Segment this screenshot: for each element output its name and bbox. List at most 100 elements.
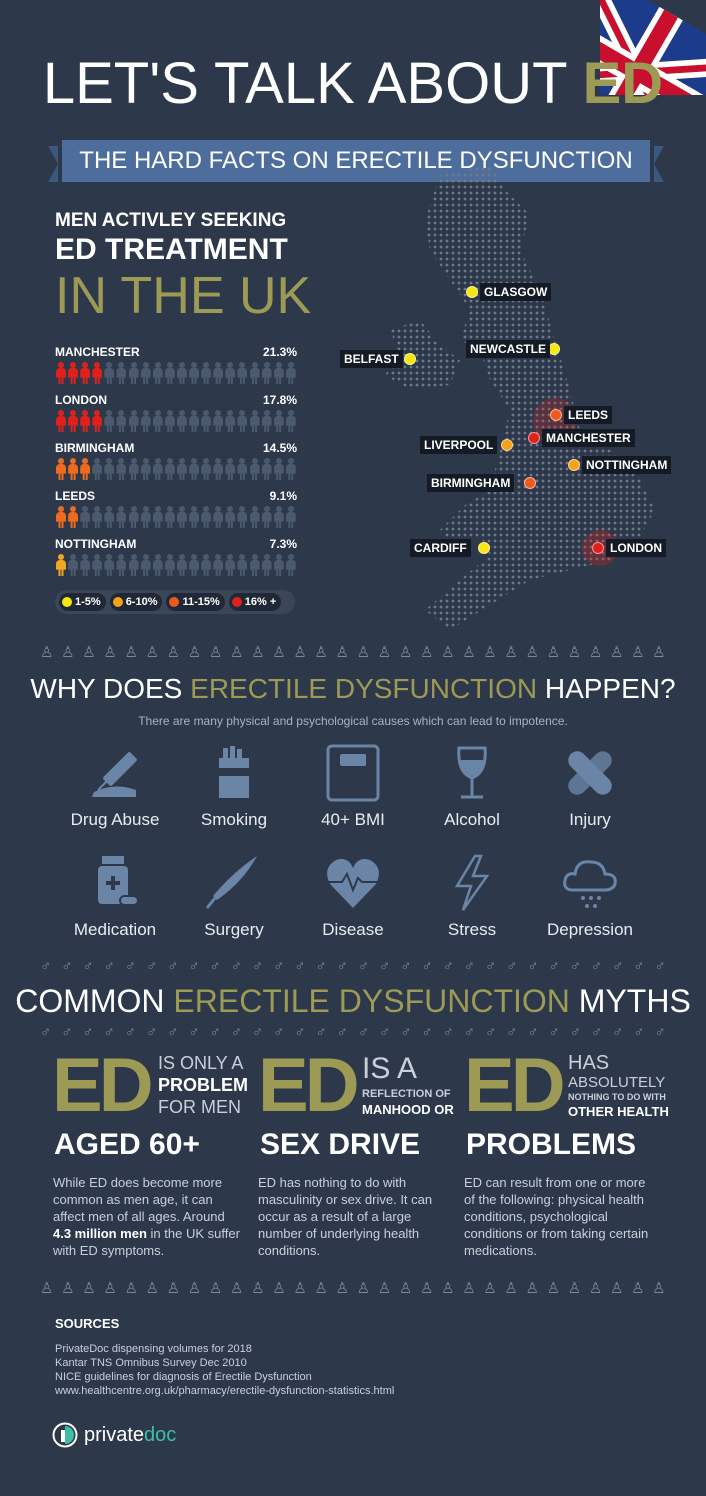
pictogram xyxy=(55,554,297,576)
person-icon xyxy=(152,506,164,528)
pattern-glyph: ♂ xyxy=(209,1024,221,1041)
pattern-glyph: ♂ xyxy=(421,958,433,975)
pattern-glyph: ♙ xyxy=(145,1280,159,1297)
bandage-icon xyxy=(568,751,612,795)
uk-heading-line2: ED TREATMENT xyxy=(55,233,288,266)
person-icon xyxy=(200,362,212,384)
source-item: Kantar TNS Omnibus Survey Dec 2010 xyxy=(55,1357,247,1369)
pattern-glyph: ♙ xyxy=(124,1280,138,1297)
myth-headline: AGED 60+ xyxy=(54,1128,200,1161)
pattern-glyph: ♂ xyxy=(82,958,94,975)
pattern-glyph: ♂ xyxy=(145,1024,158,1041)
pattern-glyph: ♂ xyxy=(527,1024,539,1041)
pattern-glyph: ♂ xyxy=(40,1024,52,1041)
subtitle-banner: THE HARD FACTS ON ERECTILE DYSFUNCTION xyxy=(48,140,664,182)
map-marker-glasgow xyxy=(466,286,478,298)
person-icon xyxy=(91,362,103,384)
city-percent: 21.3% xyxy=(262,345,297,359)
cause-label: Surgery xyxy=(204,920,264,939)
myth-text: REFLECTION OF xyxy=(362,1088,451,1100)
pattern-glyph: ♂ xyxy=(357,958,370,975)
legend-swatch xyxy=(62,597,72,607)
pattern-glyph: ♙ xyxy=(546,644,561,661)
map-marker-liverpool xyxy=(501,439,513,451)
pattern-glyph: ♂ xyxy=(548,958,560,975)
pattern-glyph: ♙ xyxy=(609,644,624,661)
pattern-glyph: ♙ xyxy=(251,1280,265,1297)
myth-headline: PROBLEMS xyxy=(466,1128,637,1161)
person-icon xyxy=(91,458,103,480)
person-icon xyxy=(79,458,91,480)
map-marker-belfast xyxy=(404,353,416,365)
legend-item: 11-15% xyxy=(166,593,225,611)
source-link[interactable]: www.healthcentre.org.uk/pharmacy/erectil… xyxy=(55,1385,395,1397)
pattern-glyph: ♂ xyxy=(569,958,581,975)
person-icon xyxy=(188,410,200,432)
person-icon xyxy=(115,362,127,384)
person-icon xyxy=(67,506,79,528)
person-icon xyxy=(128,362,140,384)
cause-stress: Stress xyxy=(422,852,522,940)
why-heading: WHY DOES ERECTILE DYSFUNCTION HAPPEN? xyxy=(30,673,676,704)
pattern-glyph: ♂ xyxy=(633,1024,645,1041)
person-icon xyxy=(200,458,212,480)
city-row: NOTTINGHAM 7.3% xyxy=(55,537,297,579)
person-icon xyxy=(285,458,297,480)
pattern-glyph: ♂ xyxy=(40,958,52,975)
person-icon xyxy=(176,506,188,528)
pattern-glyph: ♙ xyxy=(187,1280,202,1297)
pattern-glyph: ♙ xyxy=(419,1280,434,1297)
pattern-glyph: ♙ xyxy=(588,1280,603,1297)
person-icon xyxy=(115,506,127,528)
pattern-glyph: ♂ xyxy=(124,1024,136,1041)
pattern-glyph: ♂ xyxy=(484,958,497,975)
myth-3: ED HAS ABSOLUTELY NOTHING TO DO WITH OTH… xyxy=(464,1043,684,1165)
pictogram xyxy=(55,362,297,384)
map-label: NEWCASTLE xyxy=(466,340,550,358)
myth-text: IS ONLY A xyxy=(158,1053,244,1073)
person-icon xyxy=(224,410,236,432)
map-label: BIRMINGHAM xyxy=(427,474,515,492)
pattern-glyph: ♙ xyxy=(61,644,75,661)
pattern-glyph: ♙ xyxy=(208,1280,223,1297)
city-percent: 14.5% xyxy=(262,441,297,455)
pattern-glyph: ♙ xyxy=(609,1280,624,1297)
person-icon xyxy=(273,506,285,528)
pattern-glyph: ♂ xyxy=(654,958,666,975)
cause-alcohol: Alcohol xyxy=(422,742,522,830)
myths-heading: COMMON ERECTILE DYSFUNCTION MYTHS xyxy=(15,983,691,1019)
cause-depression: Depression xyxy=(540,852,640,940)
pattern-glyph: ♙ xyxy=(208,644,223,661)
pattern-glyph: ♂ xyxy=(61,1024,73,1041)
pattern-glyph: ♂ xyxy=(612,1024,624,1041)
person-icon xyxy=(128,554,140,576)
person-icon xyxy=(212,506,224,528)
pattern-glyph: ♙ xyxy=(419,644,434,661)
myth-ed-label: ED xyxy=(464,1043,566,1128)
legend-swatch xyxy=(112,597,123,607)
map-label: MANCHESTER xyxy=(542,429,635,447)
scalpel-icon xyxy=(205,856,257,909)
person-icon xyxy=(236,554,248,576)
person-icon xyxy=(115,554,127,576)
pattern-glyph: ♂ xyxy=(251,1024,264,1041)
person-icon xyxy=(128,506,140,528)
pattern-glyph: ♂ xyxy=(463,1024,475,1041)
cause-injury: Injury xyxy=(540,742,640,830)
person-icon xyxy=(103,554,115,576)
person-icon xyxy=(261,362,273,384)
person-icon xyxy=(236,410,248,432)
pattern-glyph: ♙ xyxy=(398,1280,413,1297)
why-subtitle: There are many physical and psychologica… xyxy=(138,714,568,728)
person-icon xyxy=(55,506,67,528)
pattern-glyph: ♂ xyxy=(167,1024,179,1041)
map-marker-leeds xyxy=(550,409,562,421)
map-legend: 1-5% 6-10% 11-15% 16% + xyxy=(55,590,295,614)
person-icon xyxy=(140,362,152,384)
person-icon xyxy=(152,458,164,480)
map-marker-nottingham xyxy=(568,459,580,471)
rain-cloud-icon xyxy=(563,860,617,908)
logo-text: doc xyxy=(144,1423,177,1446)
person-icon xyxy=(176,362,188,384)
city-name: MANCHESTER xyxy=(55,345,140,359)
